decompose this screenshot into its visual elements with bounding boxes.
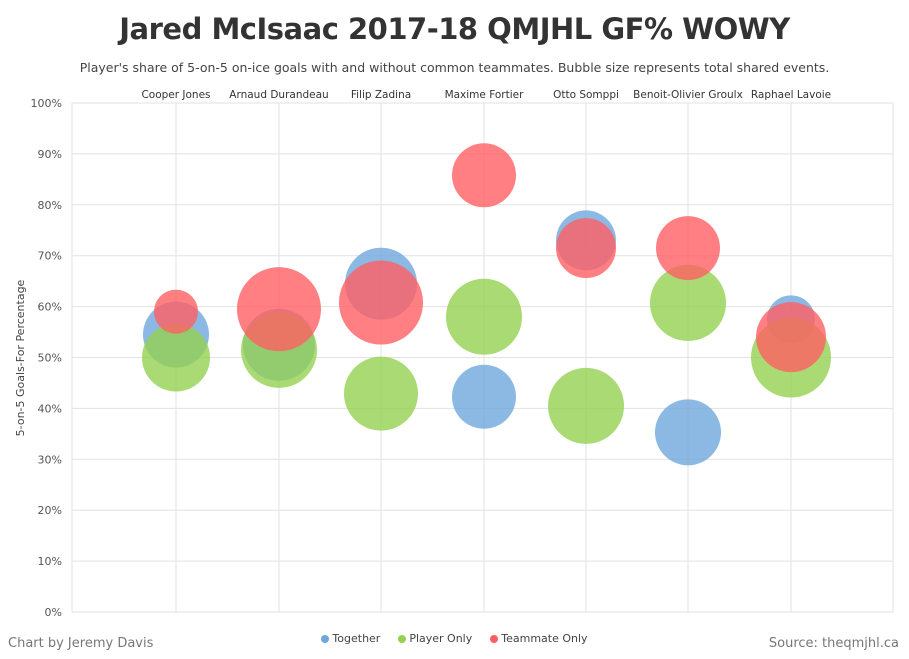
y-axis-label: 5-on-5 Goals-For Percentage (14, 279, 27, 436)
category-label: Raphael Lavoie (751, 89, 831, 101)
legend-dot-teammate-only (490, 634, 499, 643)
legend-item-teammate-only[interactable]: Teammate Only (490, 632, 588, 645)
category-label: Filip Zadina (351, 89, 411, 101)
y-tick-label: 30% (38, 453, 62, 466)
bubble-together[interactable] (655, 399, 721, 466)
bubble-teammate-only[interactable] (154, 289, 198, 334)
bubble-teammate-only[interactable] (237, 267, 321, 352)
category-label: Otto Somppi (553, 89, 619, 101)
y-tick-label: 0% (45, 606, 62, 619)
legend-label-teammate-only: Teammate Only (501, 632, 588, 645)
y-tick-label: 90% (38, 148, 62, 161)
y-tick-label: 60% (38, 301, 62, 314)
category-label: Arnaud Durandeau (229, 89, 328, 101)
bubble-player-only[interactable] (650, 265, 726, 342)
y-tick-label: 80% (38, 199, 62, 212)
bubble-teammate-only[interactable] (556, 218, 616, 279)
y-axis-ticks: 0% 10% 20% 30% 40% 50% 60% 70% 80% 90% 100% (31, 97, 62, 619)
legend-dot-player-only (398, 634, 407, 643)
y-tick-label: 50% (38, 352, 62, 365)
bubble-player-only[interactable] (142, 323, 210, 392)
legend-item-player-only[interactable]: Player Only (398, 632, 472, 645)
y-tick-label: 70% (38, 250, 62, 263)
legend-item-together[interactable]: Together (321, 632, 380, 645)
chart-title: Jared McIsaac 2017-18 QMJHL GF% WOWY (119, 12, 790, 46)
bubble-player-only[interactable] (344, 356, 418, 431)
bubble-player-only[interactable] (548, 367, 624, 444)
category-label: Benoit-Olivier Groulx (633, 89, 743, 101)
chart-subtitle: Player's share of 5-on-5 on-ice goals wi… (79, 60, 830, 75)
bubbles (142, 143, 831, 466)
legend: Together Player Only Teammate Only (0, 632, 909, 645)
category-label: Cooper Jones (141, 89, 210, 101)
y-tick-label: 20% (38, 504, 62, 517)
legend-label-player-only: Player Only (409, 632, 473, 645)
y-tick-label: 100% (31, 97, 62, 110)
bubble-teammate-only[interactable] (656, 216, 720, 281)
bubble-together[interactable] (452, 364, 516, 429)
legend-dot-together (321, 634, 330, 643)
category-labels: Cooper Jones Arnaud Durandeau Filip Zadina… (141, 89, 831, 101)
bubble-player-only[interactable] (446, 278, 522, 355)
legend-label-together: Together (332, 632, 381, 645)
y-tick-label: 40% (38, 402, 62, 415)
bubble-teammate-only[interactable] (756, 302, 826, 373)
bubble-teammate-only[interactable] (452, 143, 516, 208)
chart-credit: Chart by Jeremy Davis (8, 636, 154, 651)
chart-source: Source: theqmjhl.ca (768, 636, 899, 651)
y-tick-label: 10% (38, 555, 62, 568)
category-label: Maxime Fortier (445, 89, 525, 101)
bubble-teammate-only[interactable] (339, 260, 423, 345)
